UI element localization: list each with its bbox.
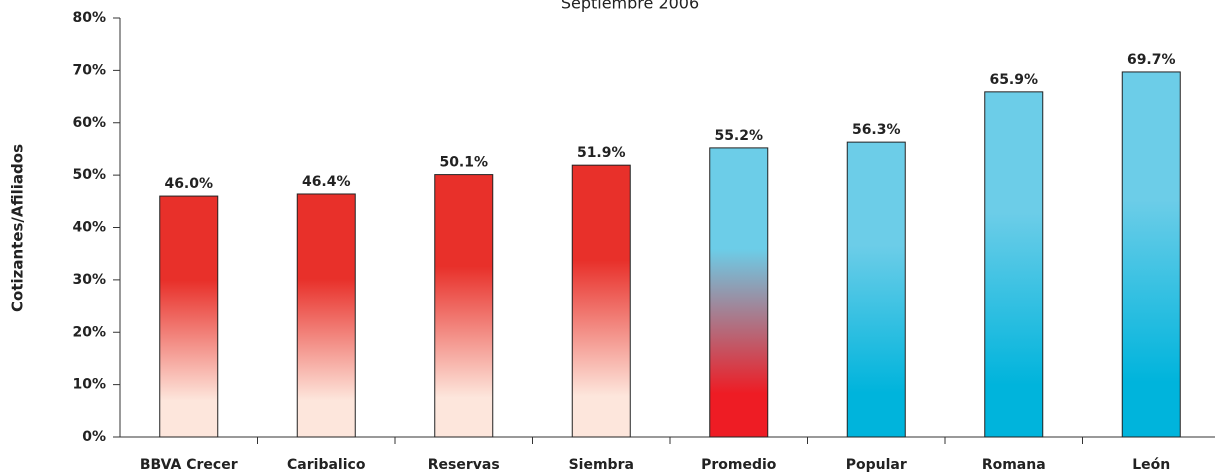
bar xyxy=(1121,71,1181,438)
value-label: 46.0% xyxy=(164,176,213,192)
x-tick-label: BBVA Crecer xyxy=(140,457,238,473)
bar xyxy=(159,195,219,438)
x-tick-label: León xyxy=(1132,457,1170,473)
x-tick-label: Reservas xyxy=(428,457,500,473)
value-label: 69.7% xyxy=(1127,52,1176,68)
bar xyxy=(846,141,906,438)
chart-title: Septiembre 2006 xyxy=(561,0,699,13)
bar xyxy=(709,147,769,438)
y-tick-label: 0% xyxy=(82,429,106,445)
x-tick-label: Popular xyxy=(846,457,907,473)
x-tick-label: Siembra xyxy=(569,457,634,473)
value-label: 50.1% xyxy=(439,155,488,171)
y-tick-label: 30% xyxy=(72,272,106,288)
y-tick-label: 70% xyxy=(72,62,106,78)
value-label: 56.3% xyxy=(852,122,901,138)
y-tick-label: 50% xyxy=(72,167,106,183)
value-label: 55.2% xyxy=(714,128,763,144)
x-tick-label: Romana xyxy=(982,457,1046,473)
bar xyxy=(984,91,1044,438)
bar xyxy=(571,164,631,438)
y-tick-label: 40% xyxy=(72,220,106,236)
value-label: 51.9% xyxy=(577,145,626,161)
bar xyxy=(296,193,356,438)
y-tick-label: 60% xyxy=(72,115,106,131)
y-axis-label: Cotizantes/Afiliados xyxy=(9,144,27,312)
x-tick-label: Promedio xyxy=(701,457,777,473)
y-tick-label: 20% xyxy=(72,324,106,340)
bar xyxy=(434,174,494,438)
x-tick-label: Caribalico xyxy=(287,457,366,473)
value-label: 65.9% xyxy=(989,72,1038,88)
value-label: 46.4% xyxy=(302,174,351,190)
y-tick-label: 10% xyxy=(72,377,106,393)
y-tick-label: 80% xyxy=(72,10,106,26)
